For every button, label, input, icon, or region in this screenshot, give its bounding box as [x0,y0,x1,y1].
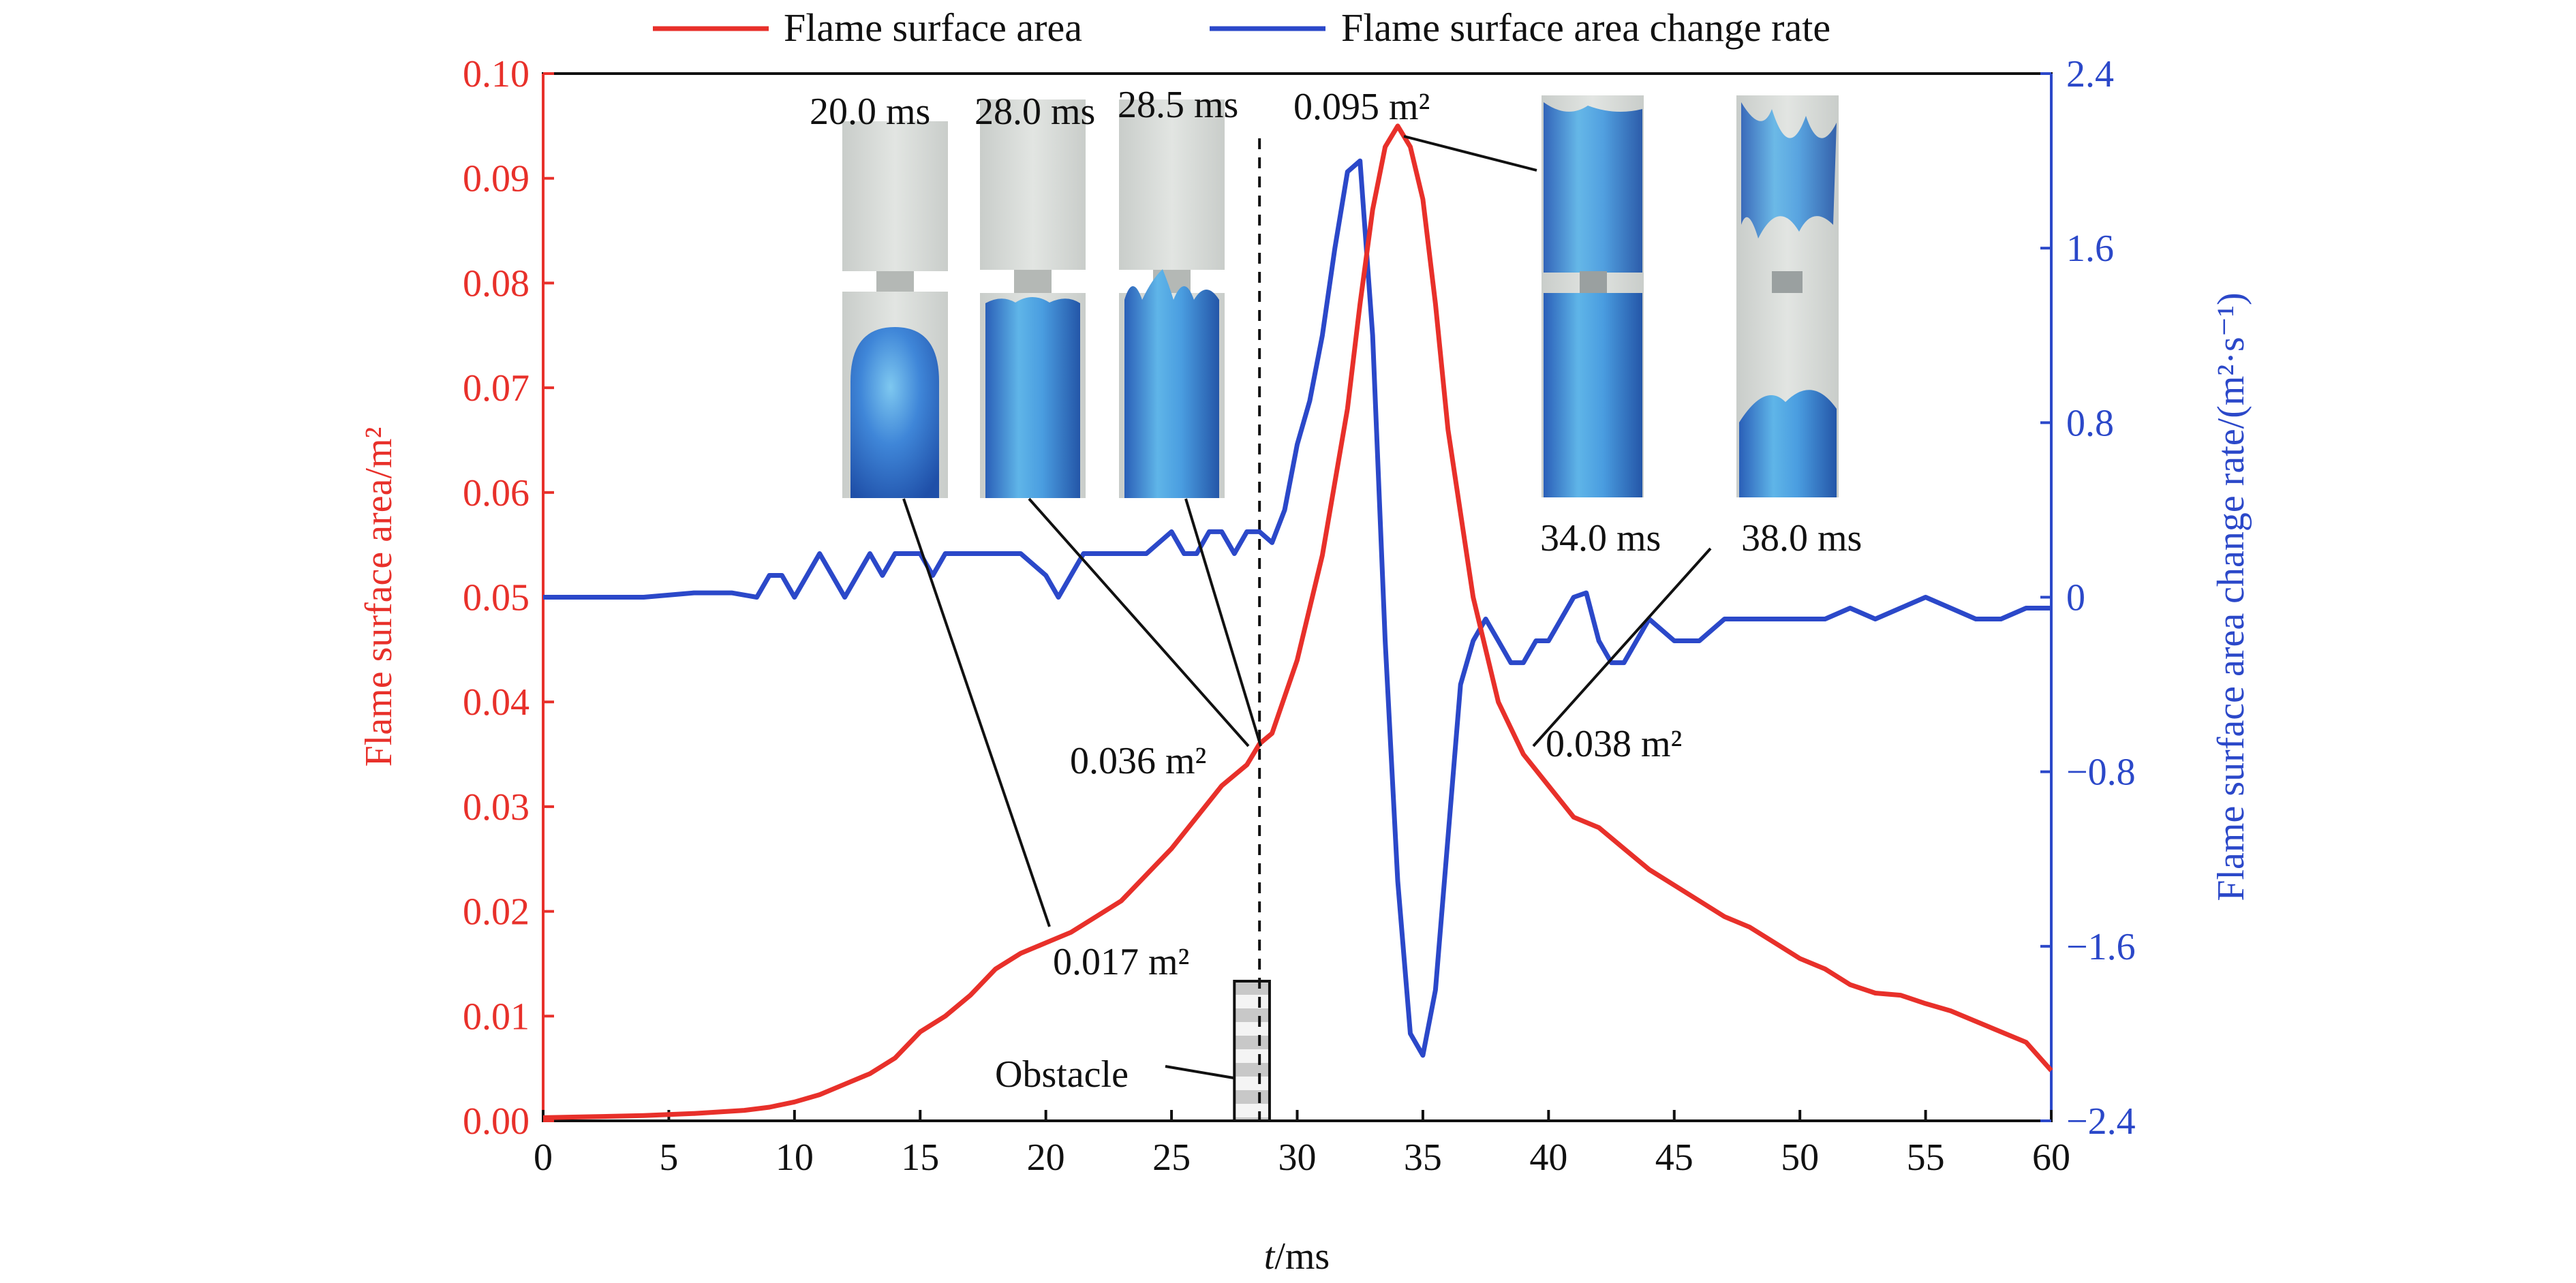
obstacle-label: Obstacle [995,1053,1129,1096]
snapshot-time-38ms: 38.0 ms [1741,517,1862,559]
snapshot-time-28-5ms: 28.5 ms [1118,84,1238,126]
x-tick-label: 0 [534,1137,553,1179]
y-left-tick-label: 0.05 [463,577,530,619]
y-left-axis-label: Flame surface area/m² [358,427,400,767]
y-right-tick-label: 1.6 [2066,228,2114,270]
y-left-tick-label: 0.03 [463,786,530,829]
x-axis-label-symbol: t [1264,1235,1276,1278]
series-line-flame-area [542,123,2053,1120]
snapshot-image-28ms [980,99,1086,498]
snapshot-time-20ms: 20.0 ms [810,91,930,133]
y-left-tick-label: 0.01 [463,995,530,1038]
x-tick-label: 5 [659,1137,678,1179]
y-right-tick-label: 0 [2066,577,2085,619]
flame-snapshot-insets [842,95,1839,498]
legend-label-area: Flame surface area [784,5,1082,50]
x-axis-label-unit: /ms [1274,1235,1330,1278]
y-right-axis-label: Flame surface area change rate/(m²·s⁻¹) [2210,292,2252,901]
x-tick-label: 15 [901,1137,939,1179]
x-tick-label: 10 [776,1137,814,1179]
snapshot-image-34ms [1542,95,1644,497]
area-label-036: 0.036 m² [1070,740,1206,782]
x-tick-label: 60 [2032,1137,2070,1179]
area-label-017: 0.017 m² [1053,941,1189,983]
y-left-tick-label: 0.06 [463,472,530,514]
x-tick-label: 45 [1655,1137,1693,1179]
y-left-axis-ticks: 0.00 0.01 0.02 0.03 0.04 0.05 0.06 0.07 0.08 0.09… [463,53,554,1143]
y-left-tick-label: 0.09 [463,158,530,200]
x-tick-label: 20 [1027,1137,1065,1179]
snapshot-time-34ms: 34.0 ms [1540,517,1661,559]
y-left-tick-label: 0.08 [463,262,530,305]
x-tick-label: 30 [1278,1137,1317,1179]
y-right-tick-label: −2.4 [2066,1100,2136,1143]
x-tick-label: 55 [1907,1137,1945,1179]
y-left-tick-label: 0.02 [463,891,530,933]
x-axis-ticks: 0 5 10 15 20 25 30 35 40 45 50 55 60 [534,1110,2070,1179]
series-line-change-rate [543,158,2051,1058]
x-tick-label: 25 [1152,1137,1191,1179]
y-left-tick-label: 0.04 [463,681,530,724]
x-tick-label: 40 [1529,1137,1567,1179]
y-left-tick-label: 0.10 [463,53,530,95]
snapshot-image-28-5ms [1119,99,1225,498]
y-right-tick-label: 2.4 [2066,53,2114,95]
x-tick-label: 35 [1404,1137,1442,1179]
snapshot-time-28ms: 28.0 ms [975,91,1095,133]
obstacle-marker [1233,980,1271,1122]
y-right-axis-ticks: 2.4 1.6 0.8 0 −0.8 −1.6 −2.4 [2040,53,2136,1143]
legend: Flame surface area Flame surface area ch… [653,5,1830,50]
snapshot-image-38ms [1736,95,1839,497]
snapshot-image-20ms [842,121,948,498]
peak-area-label: 0.095 m² [1293,86,1430,128]
y-right-tick-label: −1.6 [2066,926,2136,968]
legend-label-rate: Flame surface area change rate [1341,5,1830,50]
y-left-tick-label: 0.00 [463,1100,530,1143]
annotation-leader-lines [902,135,1712,1079]
area-label-038: 0.038 m² [1546,723,1682,765]
x-tick-label: 50 [1781,1137,1819,1179]
x-axis-label: t/ms [1264,1235,1330,1278]
y-right-tick-label: 0.8 [2066,402,2114,444]
y-left-tick-label: 0.07 [463,367,530,409]
y-right-tick-label: −0.8 [2066,752,2136,794]
